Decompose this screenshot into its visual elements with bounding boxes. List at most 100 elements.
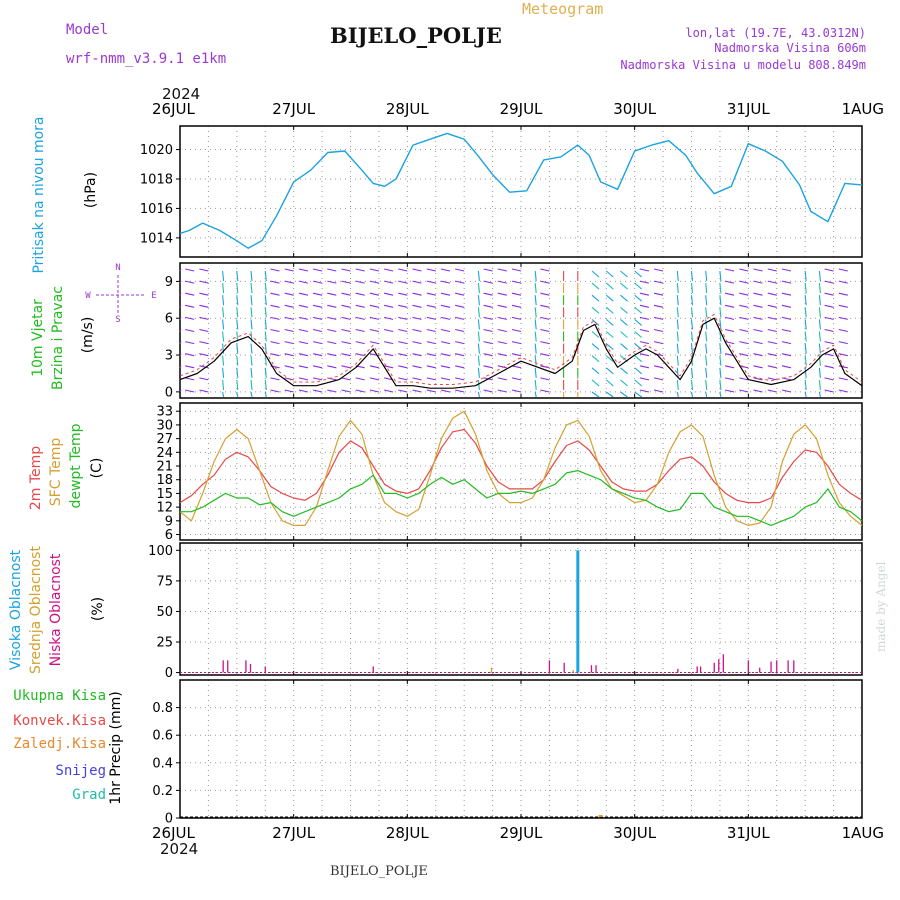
wind-arrow bbox=[222, 307, 225, 318]
wind-arrow bbox=[369, 268, 380, 272]
panel-frame bbox=[179, 125, 863, 258]
cloud-title-high: Visoka Oblacnost bbox=[8, 549, 24, 670]
wind-arrow bbox=[690, 391, 694, 398]
compass-n: N bbox=[115, 263, 120, 273]
pressure-title: Pritisak na nivou mora bbox=[31, 116, 47, 273]
wind-arrow bbox=[753, 389, 763, 393]
y-tick-label: 6 bbox=[165, 312, 173, 327]
wind-arrow bbox=[236, 379, 239, 390]
wind-arrow bbox=[818, 331, 821, 342]
wind-arrow bbox=[369, 280, 380, 284]
wind-arrow bbox=[690, 307, 694, 318]
wind-arrow bbox=[440, 292, 451, 296]
wind-arrow bbox=[440, 328, 451, 333]
wind-arrow bbox=[483, 389, 493, 393]
wind-arrow bbox=[341, 353, 351, 357]
wind-arrow bbox=[250, 379, 253, 390]
wind-arrow bbox=[341, 268, 351, 272]
wind-arrow bbox=[440, 389, 451, 393]
wind-arrow bbox=[383, 316, 394, 320]
wind-arrow bbox=[440, 268, 451, 272]
wind-arrow bbox=[591, 306, 600, 314]
wind-arrow bbox=[639, 268, 650, 272]
wind-arrow bbox=[185, 292, 195, 296]
wind-arrow bbox=[620, 391, 628, 398]
wind-arrow bbox=[838, 280, 848, 284]
wind-arrow bbox=[719, 307, 722, 318]
wind-arrow bbox=[753, 328, 763, 333]
wind-arrow bbox=[540, 268, 550, 272]
wind-arrow bbox=[477, 331, 480, 342]
model-altitude-text: Nadmorska Visina u modelu 808.849m bbox=[620, 58, 866, 72]
temp-series-sfc_temp bbox=[179, 410, 863, 527]
wind-arrow bbox=[804, 270, 807, 282]
wind-arrow bbox=[605, 355, 614, 363]
wind-arrow bbox=[497, 280, 507, 284]
wind-arrow bbox=[705, 270, 708, 282]
wind-arrow bbox=[781, 304, 792, 308]
wind-arrow bbox=[412, 304, 422, 308]
wind-arrow bbox=[298, 280, 309, 284]
wind-arrow bbox=[824, 304, 834, 308]
wind-arrow bbox=[781, 389, 792, 393]
wind-arrow bbox=[284, 328, 294, 333]
wind-arrow bbox=[818, 379, 821, 390]
wind-arrow bbox=[179, 329, 182, 332]
y-tick-label: 3 bbox=[165, 349, 173, 364]
y-tick-label: 9 bbox=[165, 275, 173, 290]
wind-arrow bbox=[767, 292, 777, 296]
wind-arrow bbox=[398, 353, 408, 357]
y-tick-label: 1016 bbox=[140, 202, 173, 217]
wind-arrow bbox=[483, 341, 493, 345]
y-axis-titles: Pritisak na nivou mora (hPa) 10m Vjetar Brz… bbox=[8, 116, 124, 804]
wind-arrow bbox=[705, 391, 708, 398]
wind-arrow bbox=[185, 304, 195, 308]
wind-arrow bbox=[781, 292, 792, 296]
wind-arrow bbox=[634, 379, 643, 387]
wind-arrow bbox=[199, 268, 209, 272]
wind-arrow bbox=[398, 292, 408, 296]
wind-arrow bbox=[355, 328, 365, 333]
wind-arrow bbox=[767, 341, 777, 345]
wind-arrow bbox=[753, 292, 763, 296]
pressure-unit: (hPa) bbox=[83, 172, 99, 208]
wind-arrow bbox=[398, 268, 408, 272]
wind-arrow bbox=[312, 304, 323, 308]
wind-unit: (m/s) bbox=[80, 317, 96, 354]
time-label-bottom: 30JUL bbox=[613, 824, 656, 842]
wind-arrow bbox=[767, 353, 777, 357]
wind-arrow bbox=[653, 292, 664, 296]
wind-arrow bbox=[440, 316, 451, 320]
time-label-bottom: 29JUL bbox=[500, 824, 543, 842]
wind-arrow bbox=[412, 353, 422, 357]
wind-arrow bbox=[250, 270, 253, 282]
wind-arrow bbox=[690, 379, 694, 390]
wind-arrow bbox=[298, 316, 309, 320]
wind-arrow bbox=[383, 341, 394, 345]
wind-arrow bbox=[767, 268, 777, 272]
time-label-bottom: 1AUG bbox=[842, 824, 884, 842]
wind-arrow bbox=[341, 292, 351, 296]
year-bottom: 2024 bbox=[160, 840, 198, 858]
wind-arrow bbox=[639, 377, 650, 381]
y-tick-label: 50 bbox=[156, 605, 173, 620]
wind-arrow bbox=[284, 389, 294, 393]
wind-arrow bbox=[634, 318, 643, 326]
wind-arrow bbox=[341, 328, 351, 333]
wind-arrow bbox=[824, 353, 834, 357]
wind-arrow bbox=[653, 280, 664, 284]
wind-arrow bbox=[497, 304, 507, 308]
wind-arrow bbox=[284, 353, 294, 357]
wind-arrow bbox=[838, 377, 848, 381]
wind-arrow bbox=[639, 304, 650, 308]
wind-arrow bbox=[705, 319, 708, 330]
wind-arrow bbox=[753, 268, 763, 272]
temp-unit: (C) bbox=[89, 458, 105, 479]
wind-arrow bbox=[312, 292, 323, 296]
wind-arrow bbox=[412, 268, 422, 272]
wind-arrow bbox=[483, 304, 493, 308]
wind-arrow bbox=[620, 343, 628, 351]
wind-arrow bbox=[327, 304, 337, 308]
wind-arrow bbox=[511, 292, 522, 296]
wind-arrow bbox=[824, 389, 834, 393]
